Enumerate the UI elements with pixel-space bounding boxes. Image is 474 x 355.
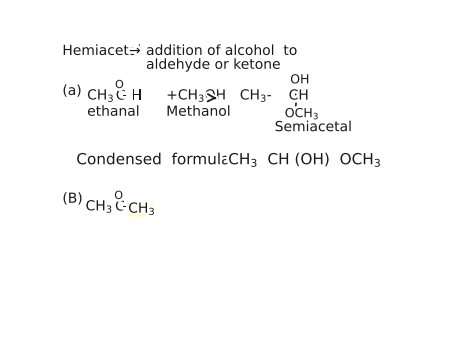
Text: +CH$_3$OH: +CH$_3$OH — [166, 88, 227, 104]
Text: O: O — [115, 80, 124, 90]
Text: OH: OH — [290, 73, 310, 86]
Text: →: → — [129, 44, 141, 58]
Text: (a): (a) — [63, 84, 82, 98]
Text: ethanal: ethanal — [87, 105, 140, 119]
Text: CH$_3$: CH$_3$ — [128, 201, 156, 217]
Text: CH$_3$-: CH$_3$- — [86, 198, 118, 215]
Text: aldehyde or ketone: aldehyde or ketone — [146, 58, 281, 72]
Text: addition of alcohol  to: addition of alcohol to — [146, 44, 298, 58]
Text: CH: CH — [289, 89, 309, 103]
Text: C: C — [116, 89, 126, 103]
Text: - H: - H — [122, 89, 142, 103]
Text: (B): (B) — [63, 192, 83, 206]
Text: C: C — [115, 200, 125, 213]
Text: O: O — [114, 191, 123, 201]
Text: Condensed  formula: Condensed formula — [76, 152, 231, 167]
Text: CH$_3$-: CH$_3$- — [87, 88, 120, 104]
Text: Semiacetal: Semiacetal — [275, 120, 352, 134]
Text: Hemiacetal: Hemiacetal — [63, 44, 141, 58]
Text: -: - — [122, 200, 127, 213]
Text: CH$_3$  CH (OH)  OCH$_3$: CH$_3$ CH (OH) OCH$_3$ — [228, 151, 382, 169]
Text: Methanol: Methanol — [166, 105, 231, 119]
Text: OCH$_3$: OCH$_3$ — [285, 106, 320, 121]
FancyBboxPatch shape — [127, 204, 153, 216]
Text: CH$_3$-: CH$_3$- — [240, 88, 273, 104]
